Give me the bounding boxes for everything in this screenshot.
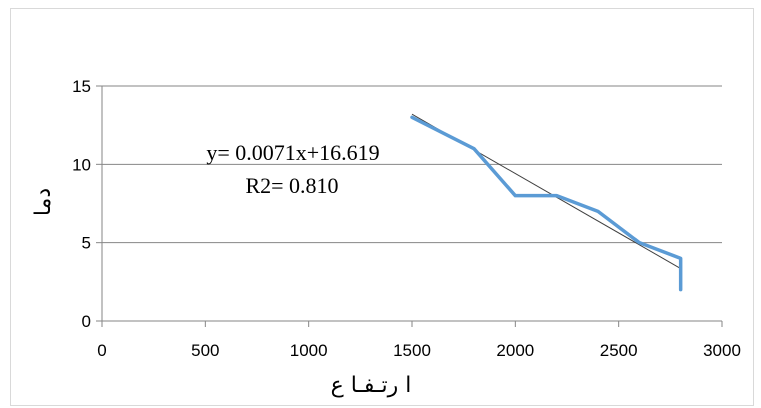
y-tick-label-5: 5	[82, 234, 91, 253]
trendline-equation: y= 0.0071x+16.619	[206, 140, 379, 165]
r-squared-label: R2= 0.810	[245, 173, 338, 198]
series-line-0	[410, 115, 683, 292]
x-tick-label-500: 500	[191, 341, 219, 360]
axes	[96, 85, 723, 327]
x-tick-label-3000: 3000	[703, 341, 741, 360]
tick-labels: 0 5 10 15 0 500 1000 1500 2000 2500 3000	[72, 77, 741, 360]
x-tick-label-0: 0	[97, 341, 106, 360]
chart-frame	[10, 8, 754, 406]
y-tick-label-10: 10	[72, 155, 91, 174]
y-tick-label-0: 0	[82, 312, 91, 331]
grid-lines	[102, 85, 722, 244]
x-tick-label-1000: 1000	[290, 341, 328, 360]
x-tick-label-1500: 1500	[393, 341, 431, 360]
x-tick-label-2000: 2000	[496, 341, 534, 360]
series-group	[410, 115, 683, 292]
y-axis-title: دما	[31, 188, 56, 216]
y-tick-label-15: 15	[72, 77, 91, 96]
x-tick-label-2500: 2500	[600, 341, 638, 360]
x-axis-title: ا رتـفـا ع	[331, 373, 412, 398]
